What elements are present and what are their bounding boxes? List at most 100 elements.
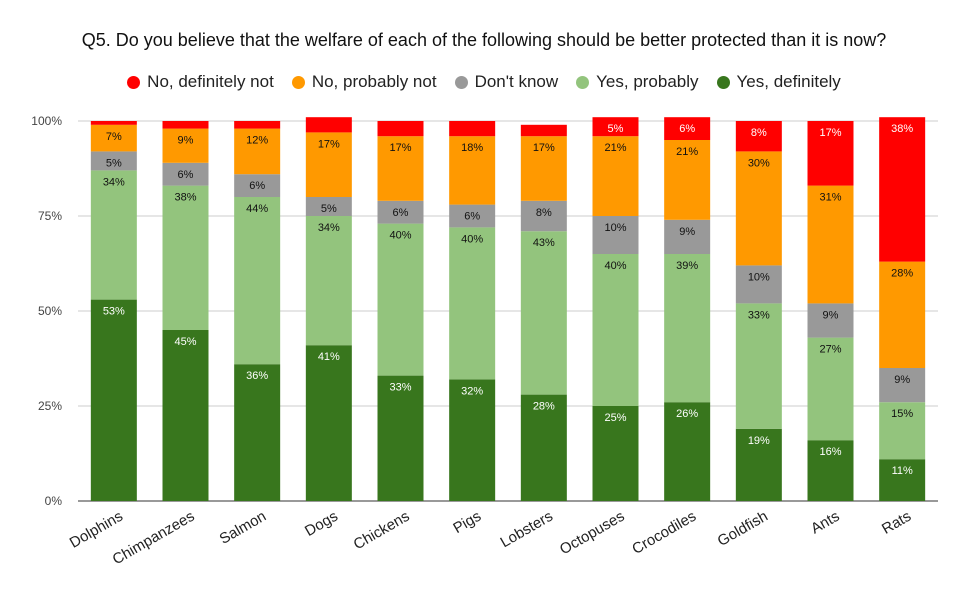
data-label: 45% xyxy=(174,336,196,348)
bar-segment xyxy=(664,254,711,403)
bar-segment xyxy=(520,136,567,201)
bar-segment xyxy=(449,121,496,137)
data-label: 17% xyxy=(533,142,555,154)
legend-swatch xyxy=(716,75,730,89)
y-tick-label: 50% xyxy=(38,304,62,318)
bar-segment xyxy=(90,151,137,171)
legend-item: No, probably not xyxy=(291,72,437,92)
data-label: 28% xyxy=(533,401,555,413)
bar-segment xyxy=(162,330,209,501)
bar-segment xyxy=(879,117,926,262)
bar-segment xyxy=(449,227,496,380)
data-label: 5% xyxy=(321,203,337,215)
data-label: 17% xyxy=(389,142,411,154)
data-label: 26% xyxy=(676,408,698,420)
data-label: 9% xyxy=(178,135,194,147)
bar-segment xyxy=(735,121,782,152)
data-label: 5% xyxy=(106,157,122,169)
bar-segment xyxy=(377,200,424,224)
bar-segment xyxy=(162,185,209,330)
bar-segment xyxy=(234,121,281,129)
bar-segment xyxy=(162,162,209,186)
legend-label: Don't know xyxy=(474,72,559,91)
bar-segment xyxy=(879,368,926,403)
bar-segment xyxy=(234,197,281,365)
data-label: 40% xyxy=(461,233,483,245)
x-tick-label: Dolphins xyxy=(67,508,126,552)
bar-segment xyxy=(90,124,137,152)
data-label: 34% xyxy=(318,222,340,234)
data-label: 15% xyxy=(891,408,913,420)
data-label: 10% xyxy=(604,222,626,234)
y-tick-label: 100% xyxy=(31,114,62,128)
bar-segment xyxy=(305,197,352,216)
bar-segment xyxy=(520,394,567,501)
data-label: 6% xyxy=(178,169,194,181)
legend-item: Yes, definitely xyxy=(716,72,841,92)
data-label: 39% xyxy=(676,260,698,272)
data-label: 6% xyxy=(393,207,409,219)
x-tick-label: Rats xyxy=(879,508,914,538)
x-tick-label: Pigs xyxy=(450,508,484,537)
data-label: 31% xyxy=(819,192,841,204)
legend-swatch xyxy=(576,75,590,89)
bar-segment xyxy=(162,121,209,129)
legend-label: No, definitely not xyxy=(147,72,274,91)
x-tick-label: Goldfish xyxy=(715,508,771,550)
bar-segment xyxy=(377,121,424,137)
data-label: 30% xyxy=(748,157,770,169)
data-label: 6% xyxy=(249,180,265,192)
x-tick-label: Chickens xyxy=(351,508,413,554)
bar-segment xyxy=(305,132,352,197)
data-label: 5% xyxy=(608,123,624,135)
bar-segment xyxy=(592,254,639,406)
x-tick-label: Ants xyxy=(808,508,842,538)
x-tick-label: Dogs xyxy=(302,508,341,540)
data-label: 25% xyxy=(604,412,626,424)
x-tick-label: Octopuses xyxy=(557,508,628,559)
bar-segment xyxy=(735,265,782,304)
data-label: 40% xyxy=(389,230,411,242)
y-tick-label: 75% xyxy=(38,209,62,223)
bar-segment xyxy=(520,200,567,232)
data-label: 17% xyxy=(819,127,841,139)
legend-item: Don't know xyxy=(454,72,559,92)
data-label: 28% xyxy=(891,268,913,280)
bar-segment xyxy=(735,151,782,266)
data-label: 43% xyxy=(533,237,555,249)
bar-segment xyxy=(90,121,137,125)
data-label: 33% xyxy=(748,309,770,321)
data-label: 41% xyxy=(318,351,340,363)
bar-segment xyxy=(449,204,496,228)
bar-segment xyxy=(449,136,496,205)
bar-segment xyxy=(90,170,137,300)
bar-segment xyxy=(807,185,854,304)
data-label: 27% xyxy=(819,344,841,356)
bar-segment xyxy=(305,216,352,346)
data-label: 7% xyxy=(106,131,122,143)
bar-segment xyxy=(592,406,639,501)
data-label: 32% xyxy=(461,385,483,397)
legend-swatch xyxy=(454,75,468,89)
legend-swatch xyxy=(291,75,305,89)
bar-segment xyxy=(592,117,639,137)
chart-legend: No, definitely not No, probably not Don't … xyxy=(0,72,968,92)
data-label: 10% xyxy=(748,271,770,283)
data-label: 11% xyxy=(892,465,913,477)
bar-segment xyxy=(234,128,281,175)
data-label: 21% xyxy=(676,146,698,158)
bar-segment xyxy=(664,140,711,220)
data-label: 17% xyxy=(318,138,340,150)
x-tick-label: Chimpanzees xyxy=(110,508,198,569)
data-label: 33% xyxy=(389,382,411,394)
x-tick-label: Salmon xyxy=(217,508,270,548)
y-tick-label: 25% xyxy=(38,399,62,413)
data-label: 18% xyxy=(461,142,483,154)
data-label: 6% xyxy=(679,123,695,135)
bar-segment xyxy=(592,136,639,216)
bar-segment xyxy=(807,440,854,501)
bar-segment xyxy=(879,459,926,501)
bar-segment xyxy=(234,364,281,501)
bar-segment xyxy=(520,231,567,395)
bar-segment xyxy=(520,124,567,137)
